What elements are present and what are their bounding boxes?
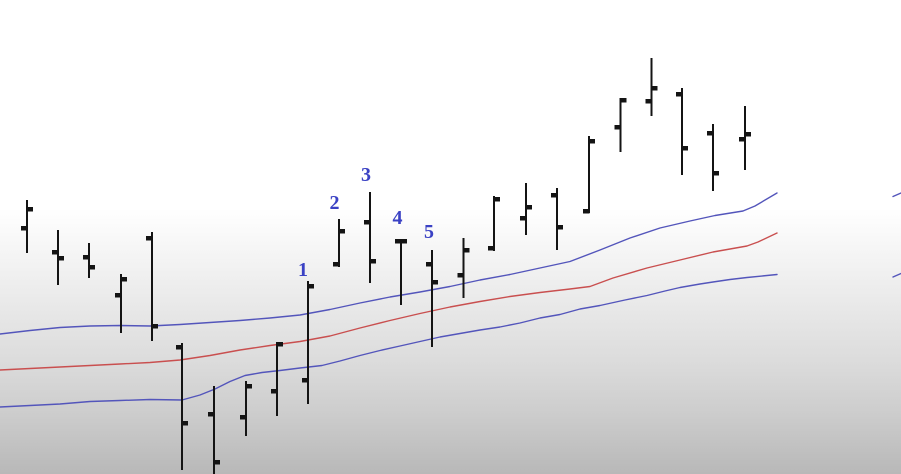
lower-band-line [0,273,778,408]
ohlc-close-tick [463,248,470,253]
ohlc-close-tick [307,284,314,289]
ohlc-close-tick [181,421,188,426]
ohlc-open-tick [739,137,746,142]
ohlc-open-tick [115,293,122,298]
ohlc-open-tick [176,345,183,350]
middle-band-line [0,232,778,371]
swing-label-2: 2 [330,192,340,214]
ohlc-open-tick [364,220,371,225]
ohlc-open-tick [520,216,527,221]
ohlc-open-tick [333,262,340,267]
ohlc-close-tick [151,324,158,329]
ohlc-close-tick [26,207,33,212]
ohlc-open-tick [208,412,215,417]
ohlc-close-tick [744,132,751,137]
ohlc-open-tick [21,226,28,231]
ohlc-close-tick [120,277,127,282]
upper-band-line [0,192,778,335]
ohlc-close-tick [493,197,500,202]
swing-label-5: 5 [424,221,434,243]
ohlc-close-tick [276,342,283,347]
ohlc-open-tick [83,255,90,260]
ohlc-open-tick [583,209,590,214]
band-edge-stub-1 [892,192,901,198]
ohlc-open-tick [457,273,464,278]
ohlc-open-tick [707,131,714,136]
ohlc-close-tick [556,225,563,230]
ohlc-open-tick [645,99,652,104]
ohlc-open-tick [551,193,558,198]
ohlc-open-tick [676,92,683,97]
band-edge-stub-2 [892,272,901,278]
ohlc-open-tick [426,262,433,267]
ohlc-open-tick [395,239,402,244]
ohlc-open-tick [146,236,153,241]
ohlc-close-tick [712,171,719,176]
ohlc-close-tick [400,239,407,244]
ohlc-open-tick [488,246,495,251]
ohlc-close-tick [338,229,345,234]
swing-label-3: 3 [361,164,371,186]
ohlc-open-tick [271,389,278,394]
ohlc-close-tick [681,146,688,151]
ohlc-close-tick [525,205,532,210]
ohlc-close-tick [369,259,376,264]
ohlc-close-tick [431,280,438,285]
ohlc-open-tick [614,125,621,130]
swing-label-1: 1 [298,259,308,281]
ohlc-close-tick [57,256,64,261]
swing-label-4: 4 [393,207,403,229]
ohlc-open-tick [302,378,309,383]
ohlc-close-tick [88,265,95,270]
ohlc-close-tick [651,86,658,91]
ohlc-open-tick [52,250,59,255]
ohlc-close-tick [213,460,220,465]
ohlc-close-tick [620,98,627,103]
ohlc-open-tick [240,415,247,420]
ohlc-close-tick [588,139,595,144]
ohlc-close-tick [245,384,252,389]
